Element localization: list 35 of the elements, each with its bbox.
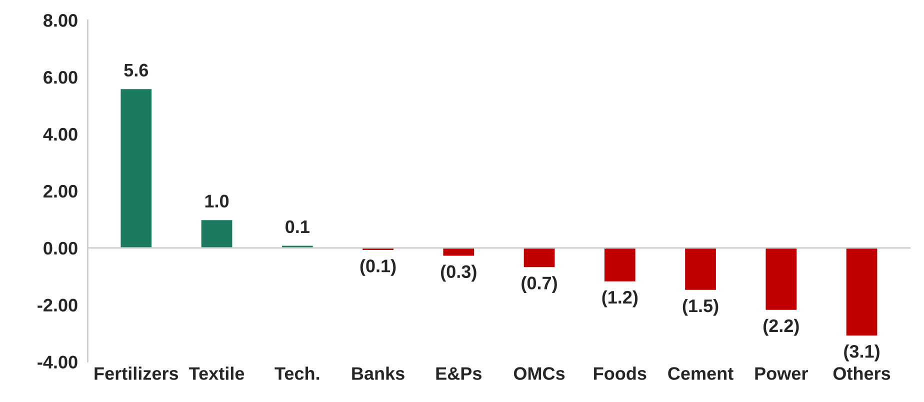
x-tick-label: Banks (352, 366, 404, 380)
data-label: 0.1 (286, 220, 310, 234)
bar (844, 247, 879, 337)
bar (119, 88, 153, 249)
x-tick-label: Textile (189, 366, 244, 380)
data-label: 5.6 (124, 64, 148, 77)
y-tick-label: 2.00 (44, 184, 78, 198)
data-label: (2.2) (763, 318, 799, 336)
bar (442, 247, 476, 258)
data-label: (0.7) (522, 276, 557, 293)
x-tick-label: OMCs (514, 367, 565, 380)
data-label: (0.3) (440, 264, 476, 282)
bar (200, 218, 234, 249)
data-label: 1.0 (205, 194, 229, 208)
y-tick-label: -2.00 (38, 298, 78, 312)
x-tick-label: Foods (594, 366, 646, 380)
x-tick-label: Tech. (274, 366, 320, 380)
x-tick-label: Others (833, 366, 890, 380)
data-label: (1.2) (602, 290, 638, 308)
y-tick-label: 0.00 (44, 242, 78, 255)
data-label: (3.1) (844, 344, 880, 362)
bar (522, 247, 556, 269)
x-tick-label: Cement (668, 367, 734, 380)
y-tick-label: 6.00 (44, 70, 78, 84)
data-label: (1.5) (682, 298, 718, 316)
y-tick-label: 8.00 (43, 14, 78, 27)
x-tick-label: Power (755, 367, 808, 380)
y-tick-label: -4.00 (38, 356, 78, 369)
data-label: (0.1) (360, 259, 396, 276)
bar (764, 247, 798, 312)
bar (684, 247, 718, 292)
y-tick-label: 4.00 (43, 128, 78, 141)
x-tick-label: Fertilizers (94, 366, 178, 380)
x-tick-label: E&Ps (436, 367, 482, 380)
bar (603, 247, 637, 283)
